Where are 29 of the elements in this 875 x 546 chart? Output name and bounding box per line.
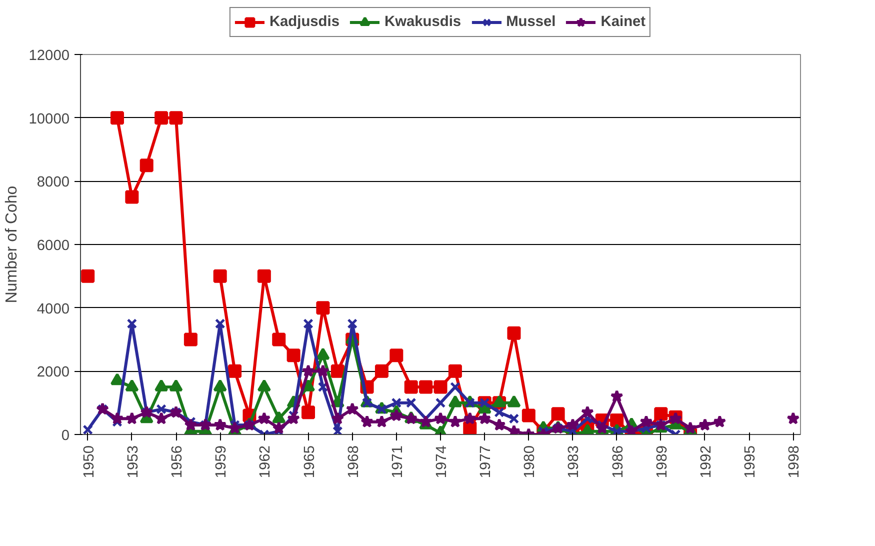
- legend-label: Kainet: [600, 14, 646, 30]
- x-tick-label: 1995: [742, 445, 759, 478]
- x-tick-label: 1998: [786, 445, 803, 478]
- x-tick-label: 1983: [566, 445, 582, 478]
- y-tick-label: 0: [61, 428, 70, 444]
- x-tick-label: 1962: [258, 445, 274, 478]
- legend-label: Kadjusdis: [269, 14, 340, 30]
- y-tick-label: 2000: [36, 364, 70, 381]
- x-tick-label: 1992: [698, 445, 714, 478]
- y-tick-label: 8000: [36, 174, 70, 191]
- legend-label: Kwakusdis: [384, 14, 462, 30]
- x-tick-label: 1968: [346, 445, 362, 478]
- x-tick-label: 1959: [214, 445, 230, 478]
- y-tick-label: 4000: [36, 301, 70, 318]
- y-tick-label: 6000: [36, 238, 70, 254]
- y-tick-label: 10000: [28, 111, 70, 128]
- y-tick-label: 12000: [28, 48, 70, 64]
- x-tick-label: 1965: [302, 445, 318, 478]
- x-tick-label: 1977: [478, 445, 494, 478]
- x-tick-label: 1989: [654, 445, 670, 478]
- x-tick-label: 1986: [610, 445, 626, 478]
- x-tick-label: 1953: [125, 445, 142, 478]
- x-tick-label: 1974: [434, 445, 450, 478]
- x-tick-label: 1950: [81, 445, 98, 478]
- y-axis-title: Number of Coho: [4, 186, 21, 304]
- legend-label: Mussel: [506, 14, 556, 30]
- x-tick-label: 1971: [390, 445, 406, 478]
- x-tick-label: 1956: [170, 445, 186, 478]
- x-tick-label: 1980: [522, 445, 538, 478]
